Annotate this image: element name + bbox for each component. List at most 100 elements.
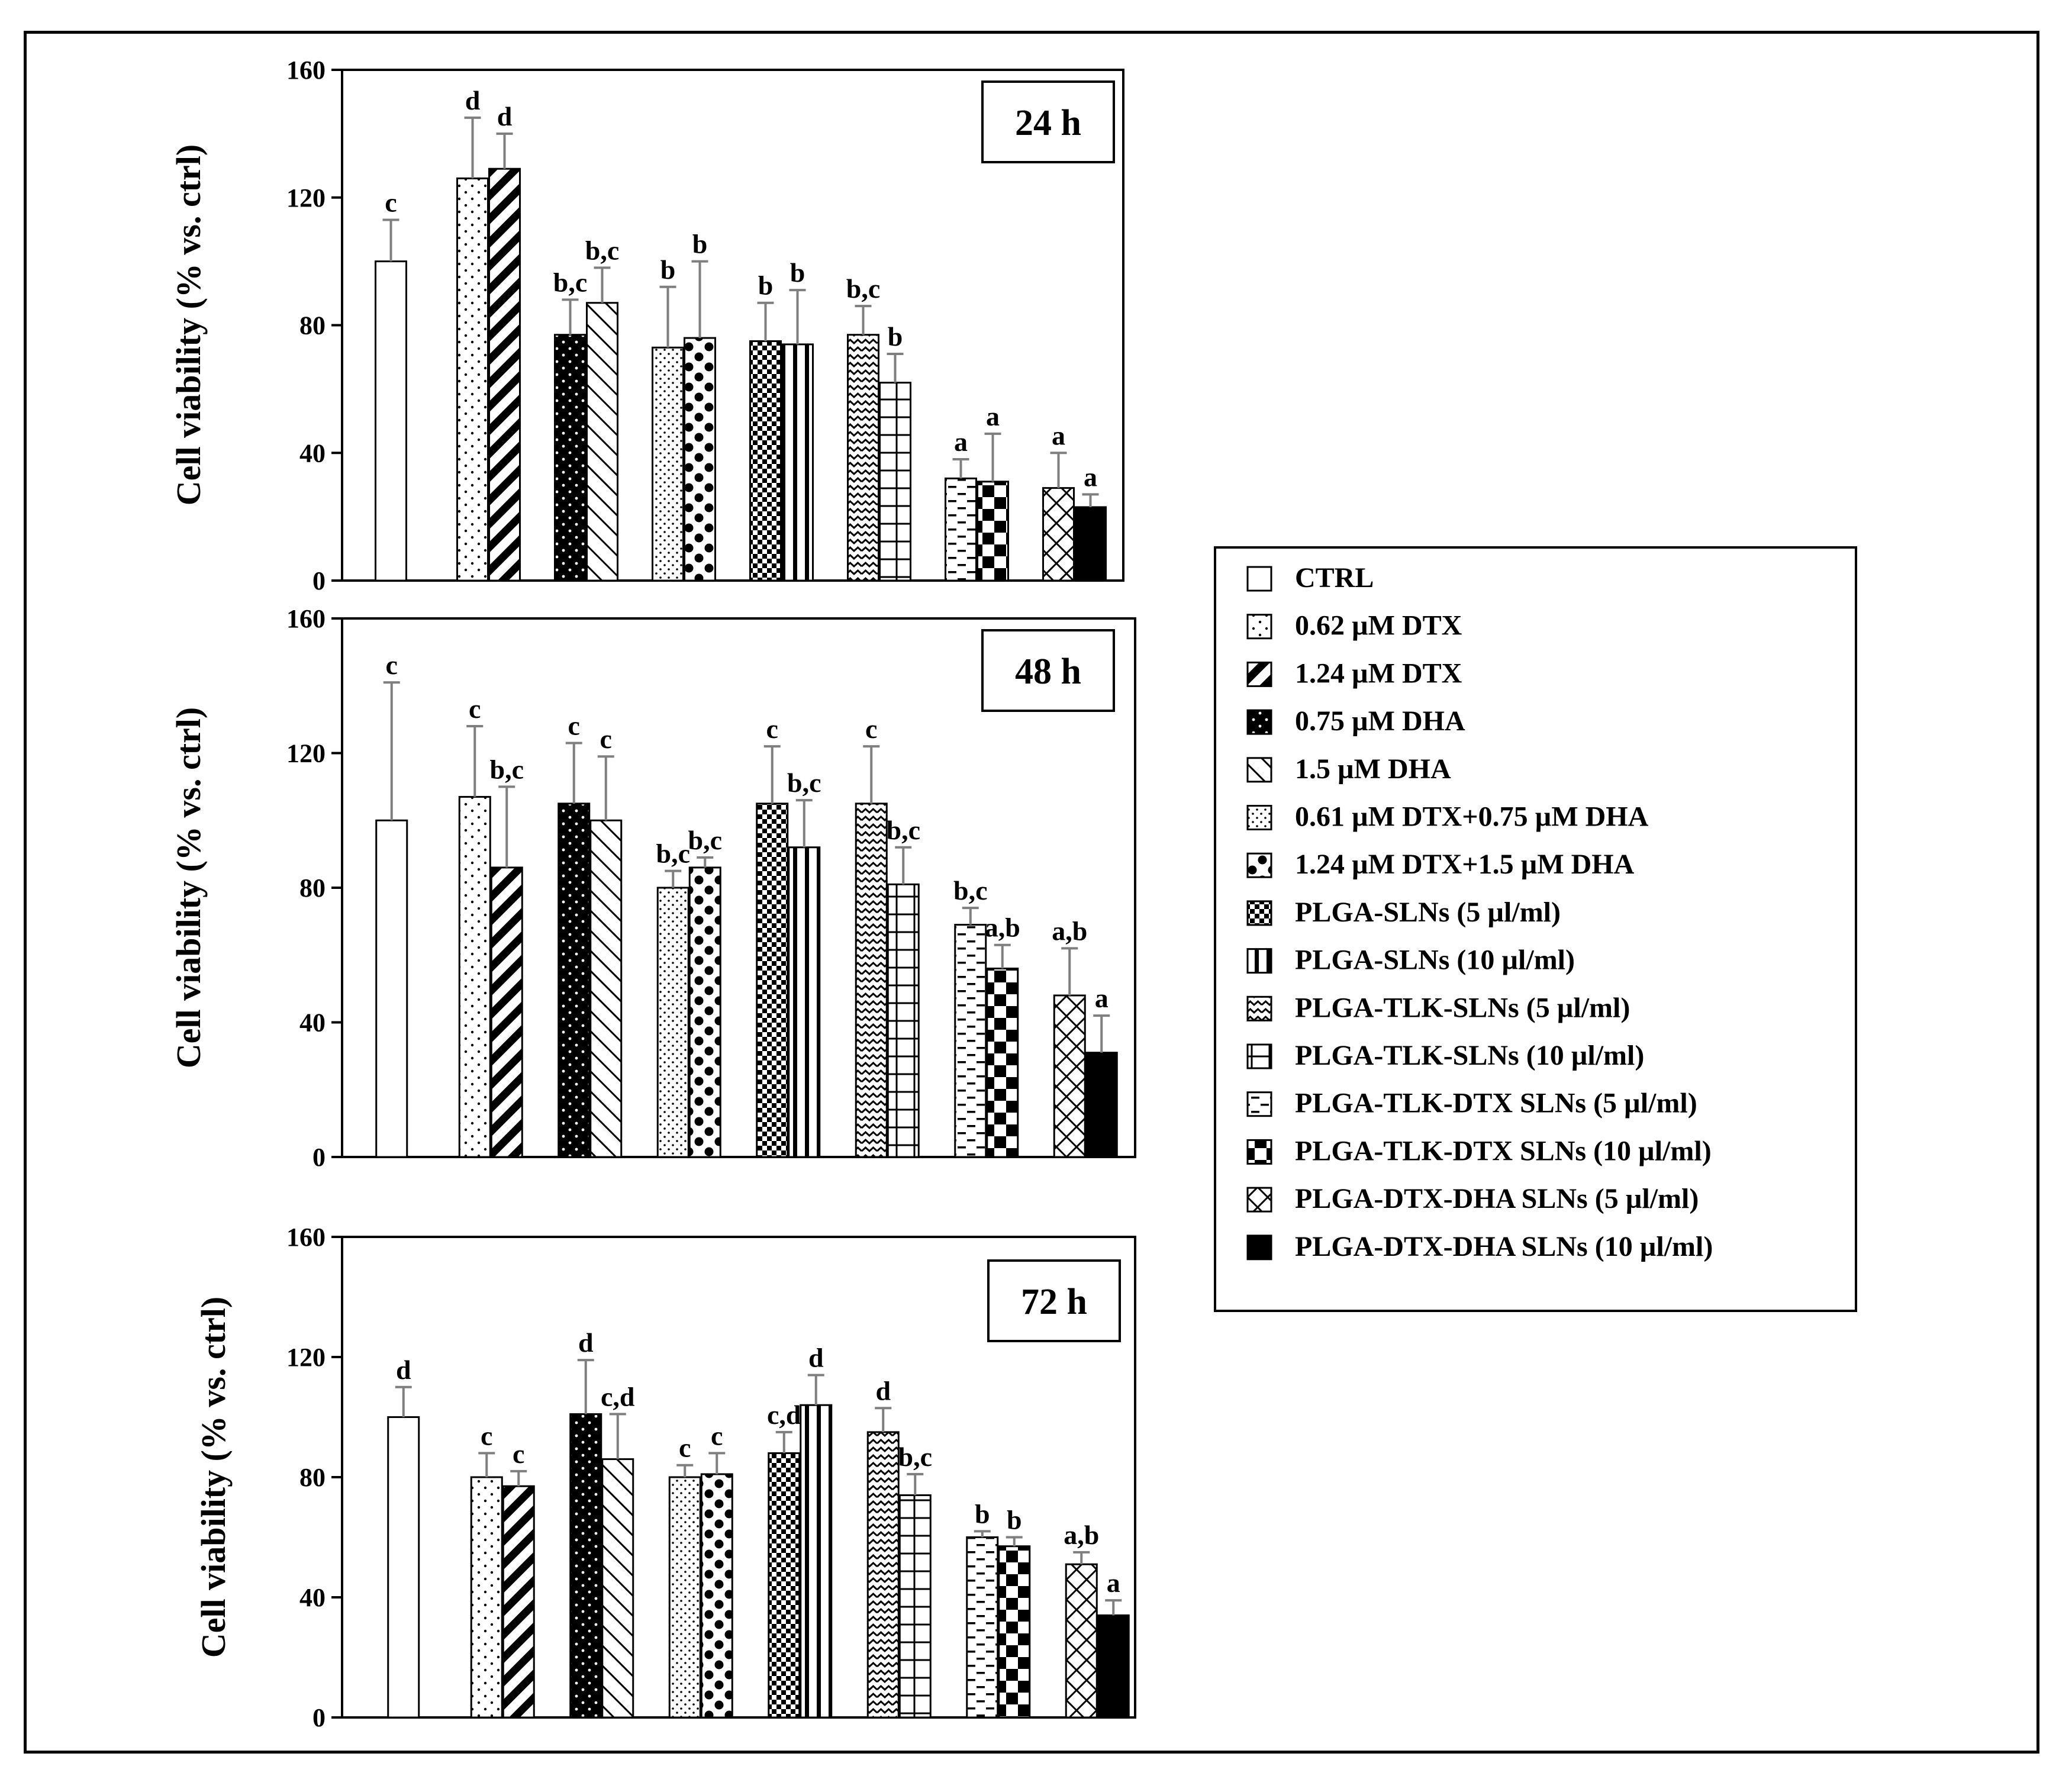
y-axis-label-48h: Cell viability (% vs. ctrl) — [169, 707, 208, 1069]
y-tick-label: 120 — [286, 183, 326, 212]
bar-14 — [1074, 506, 1107, 582]
significance-label: b,c — [656, 839, 691, 869]
bar-14 — [1097, 1614, 1130, 1719]
bar-3 — [558, 803, 591, 1158]
bar-13 — [1042, 487, 1075, 582]
legend-label: 1.24 µM DTX — [1295, 658, 1462, 689]
significance-label: b,c — [553, 267, 588, 297]
y-axis-label-72h: Cell viability (% vs. ctrl) — [194, 1297, 233, 1658]
bar-2 — [502, 1485, 535, 1719]
y-tick-label: 160 — [286, 1223, 326, 1252]
bar-8 — [788, 846, 821, 1158]
legend-label: 0.61 µM DTX+0.75 µM DHA — [1295, 801, 1649, 833]
bar-0 — [375, 819, 408, 1158]
significance-label: d — [465, 85, 481, 115]
bar-9 — [847, 334, 879, 582]
bar-6 — [700, 1473, 733, 1719]
bar-12 — [986, 968, 1019, 1158]
legend-swatch — [1246, 566, 1272, 592]
legend-swatch — [1246, 900, 1272, 926]
bar-0 — [375, 260, 407, 582]
bar-6 — [688, 866, 721, 1158]
timepoint-label-48h: 48 h — [1015, 652, 1081, 692]
bar-8 — [781, 343, 814, 582]
bar-4 — [589, 819, 623, 1158]
significance-label: a — [954, 427, 968, 457]
significance-label: d — [875, 1375, 891, 1406]
bar-4 — [601, 1458, 634, 1719]
figure-frame — [24, 31, 2039, 1754]
bar-0 — [387, 1416, 420, 1719]
significance-label: b,c — [585, 235, 620, 265]
bar-9 — [855, 803, 888, 1158]
bar-3 — [554, 334, 587, 582]
significance-label: c — [600, 724, 612, 754]
significance-label: c — [385, 188, 397, 218]
significance-label: a — [1095, 983, 1108, 1013]
timepoint-label-24h: 24 h — [1015, 103, 1081, 143]
bar-2 — [490, 866, 523, 1158]
significance-label: b — [975, 1498, 990, 1529]
y-tick-label: 0 — [312, 566, 326, 595]
bar-7 — [749, 340, 782, 582]
legend-swatch — [1246, 1091, 1272, 1117]
significance-label: c — [469, 694, 481, 724]
significance-label: b — [790, 257, 805, 288]
legend-swatch — [1246, 995, 1272, 1021]
y-tick-label: 0 — [312, 1703, 326, 1732]
legend-label: PLGA-TLK-SLNs (5 µl/ml) — [1295, 992, 1630, 1023]
legend-label: PLGA-TLK-DTX SLNs (10 µl/ml) — [1295, 1135, 1712, 1166]
significance-label: a — [1107, 1568, 1120, 1598]
significance-label: c — [513, 1439, 524, 1469]
legend-swatch — [1246, 805, 1272, 830]
bar-11 — [966, 1536, 999, 1719]
bar-5 — [652, 346, 684, 582]
y-tick-label: 120 — [286, 1343, 326, 1372]
legend: CTRL 0.62 µM DTX 1.24 µM DTX 0.75 µM DHA 1.5… — [1214, 546, 1857, 1312]
y-tick-label: 80 — [299, 1463, 326, 1492]
y-tick-label: 160 — [286, 56, 326, 85]
bar-5 — [656, 887, 689, 1158]
bar-11 — [945, 477, 977, 582]
significance-label: b — [1007, 1505, 1022, 1535]
significance-label: a,b — [1064, 1520, 1099, 1550]
bar-7 — [768, 1452, 801, 1719]
significance-label: a,b — [985, 913, 1020, 943]
bar-1 — [456, 177, 489, 582]
y-tick-label: 160 — [286, 604, 326, 633]
y-tick-label: 40 — [299, 439, 326, 468]
timepoint-box-48h — [981, 629, 1115, 712]
legend-label: PLGA-DTX-DHA SLNs (5 µl/ml) — [1295, 1183, 1699, 1214]
significance-label: c — [865, 714, 877, 744]
legend-label: 0.62 µM DTX — [1295, 610, 1462, 642]
significance-label: b — [660, 254, 676, 285]
y-axis-label-24h: Cell viability (% vs. ctrl) — [169, 144, 208, 506]
legend-swatch — [1246, 1235, 1272, 1261]
legend-swatch — [1246, 1187, 1272, 1213]
significance-label: a,b — [1052, 916, 1087, 946]
significance-label: c — [766, 714, 778, 744]
legend-box — [1214, 546, 1857, 1312]
legend-swatch — [1246, 709, 1272, 735]
significance-label: b,c — [846, 273, 881, 304]
bar-12 — [998, 1545, 1031, 1719]
significance-label: b,c — [490, 754, 524, 784]
legend-label: 1.24 µM DTX+1.5 µM DHA — [1295, 849, 1635, 880]
legend-label: 0.75 µM DHA — [1295, 705, 1465, 737]
legend-label: PLGA-SLNs (5 µl/ml) — [1295, 897, 1561, 928]
bar-10 — [898, 1494, 932, 1719]
bar-1 — [470, 1476, 503, 1719]
significance-label: d — [497, 101, 513, 131]
y-tick-label: 40 — [299, 1008, 326, 1037]
timepoint-box-72h — [987, 1259, 1121, 1342]
bar-4 — [586, 302, 618, 582]
significance-label: b,c — [887, 815, 921, 845]
bar-13 — [1053, 994, 1086, 1158]
legend-swatch — [1246, 1139, 1272, 1165]
significance-label: b — [692, 229, 708, 259]
bar-3 — [569, 1413, 602, 1719]
legend-label: CTRL — [1295, 562, 1374, 594]
significance-label: b — [888, 321, 903, 352]
